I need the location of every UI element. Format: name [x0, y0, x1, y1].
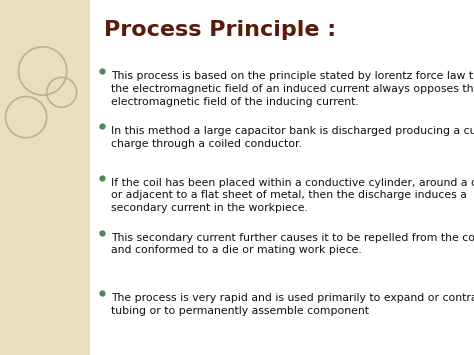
- Text: In this method a large capacitor bank is discharged producing a current
charge t: In this method a large capacitor bank is…: [111, 126, 474, 149]
- Text: This process is based on the principle stated by lorentz force law that
the elec: This process is based on the principle s…: [111, 71, 474, 106]
- Bar: [0, 0, 90, 355]
- Text: If the coil has been placed within a conductive cylinder, around a cylinder
or a: If the coil has been placed within a con…: [111, 178, 474, 213]
- Text: Process Principle :: Process Principle :: [104, 20, 337, 39]
- Text: This secondary current further causes it to be repelled from the coil
and confor: This secondary current further causes it…: [111, 233, 474, 255]
- Text: The process is very rapid and is used primarily to expand or contract
tubing or : The process is very rapid and is used pr…: [111, 293, 474, 316]
